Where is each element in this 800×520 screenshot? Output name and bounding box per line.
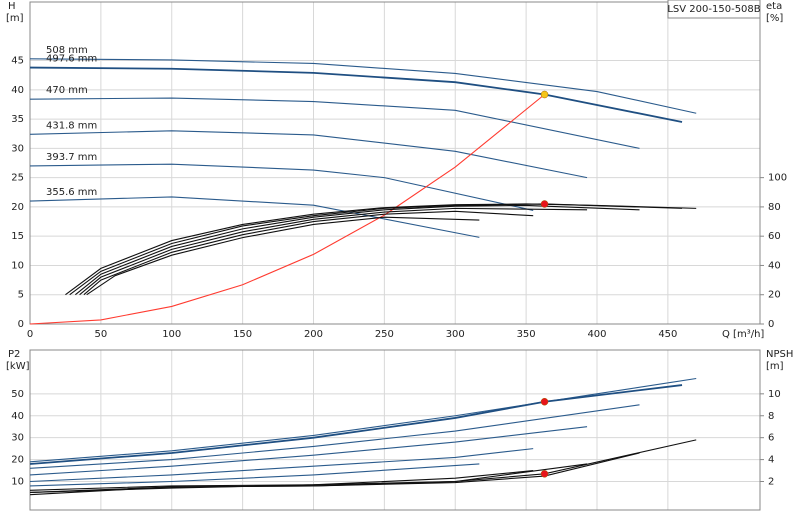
x-tick-label: 350 bbox=[517, 329, 536, 340]
y2-tick-label: 60 bbox=[768, 231, 781, 242]
x-tick-label: 250 bbox=[375, 329, 394, 340]
y-tick-label: 40 bbox=[11, 411, 24, 422]
y-tick-label: 10 bbox=[11, 477, 24, 488]
x-tick-label: 300 bbox=[446, 329, 465, 340]
y-tick-label: 40 bbox=[11, 85, 24, 96]
title-box bbox=[667, 0, 761, 19]
curve bbox=[29, 463, 480, 487]
x-tick-label: 400 bbox=[587, 329, 606, 340]
curve-label: 431.8 mm bbox=[46, 120, 97, 131]
chart-title: LSV 200-150-508B bbox=[667, 4, 760, 15]
y-axis-unit: [m] bbox=[6, 13, 24, 24]
y2-tick-label: 8 bbox=[768, 411, 774, 422]
curve-label: 393.7 mm bbox=[46, 152, 97, 163]
y2-tick-label: 4 bbox=[768, 455, 774, 466]
curve-label: 508 mm bbox=[46, 45, 88, 56]
plot-frame bbox=[29, 1, 761, 325]
x-axis-label: Q [m³/h] bbox=[722, 329, 764, 340]
operating-point bbox=[540, 397, 549, 406]
y-tick-label: 5 bbox=[18, 290, 24, 301]
curve bbox=[29, 66, 683, 123]
operating-point bbox=[540, 200, 549, 208]
y-axis-label: H bbox=[8, 1, 16, 12]
x-tick-label: 450 bbox=[658, 329, 677, 340]
y-tick-label: 10 bbox=[11, 260, 24, 271]
curve bbox=[29, 94, 545, 325]
curve bbox=[83, 210, 534, 296]
curve bbox=[29, 404, 640, 469]
y2-axis-unit: [m] bbox=[766, 361, 784, 372]
curve bbox=[29, 196, 480, 238]
curve bbox=[69, 203, 683, 296]
y-tick-label: 50 bbox=[11, 389, 24, 400]
y2-axis-label: NPSH bbox=[766, 349, 793, 360]
plot-frame bbox=[29, 349, 761, 511]
curve bbox=[75, 204, 640, 296]
y2-tick-label: 10 bbox=[768, 389, 781, 400]
y-tick-label: 20 bbox=[11, 455, 24, 466]
y-tick-label: 15 bbox=[11, 231, 24, 242]
x-tick-label: 100 bbox=[162, 329, 181, 340]
curve-label: 355.6 mm bbox=[46, 187, 97, 198]
curve bbox=[29, 470, 534, 494]
curve-label: 497.6 mm bbox=[46, 54, 97, 65]
y2-tick-label: 100 bbox=[768, 173, 787, 184]
operating-point bbox=[540, 470, 549, 478]
curve bbox=[29, 377, 697, 463]
y2-tick-label: 20 bbox=[768, 290, 781, 301]
x-tick-label: 200 bbox=[304, 329, 323, 340]
curve bbox=[29, 426, 588, 476]
curve bbox=[29, 448, 534, 483]
y-axis-unit: [kW] bbox=[6, 361, 30, 372]
operating-point bbox=[540, 90, 549, 99]
y2-tick-label: 0 bbox=[768, 319, 774, 330]
x-tick-label: 150 bbox=[233, 329, 252, 340]
curve bbox=[79, 207, 588, 296]
curve bbox=[29, 58, 697, 114]
y2-axis-label: eta bbox=[766, 1, 782, 12]
y-tick-label: 0 bbox=[18, 319, 24, 330]
y2-tick-label: 2 bbox=[768, 477, 774, 488]
y-tick-label: 45 bbox=[11, 56, 24, 67]
curve-label: 470 mm bbox=[46, 85, 88, 96]
y2-tick-label: 80 bbox=[768, 202, 781, 213]
y2-tick-label: 6 bbox=[768, 433, 774, 444]
y2-tick-label: 40 bbox=[768, 260, 781, 271]
x-tick-label: 50 bbox=[95, 329, 108, 340]
curve bbox=[29, 130, 588, 179]
y-tick-label: 35 bbox=[11, 114, 24, 125]
y-tick-label: 30 bbox=[11, 433, 24, 444]
curve bbox=[29, 97, 640, 149]
y-tick-label: 20 bbox=[11, 202, 24, 213]
y2-axis-unit: [%] bbox=[766, 13, 783, 24]
curve bbox=[86, 216, 480, 296]
y-axis-label: P2 bbox=[8, 349, 20, 360]
curve bbox=[29, 384, 683, 465]
curve bbox=[29, 163, 534, 211]
y-tick-label: 30 bbox=[11, 143, 24, 154]
x-tick-label: 0 bbox=[27, 329, 33, 340]
y-tick-label: 25 bbox=[11, 173, 24, 184]
